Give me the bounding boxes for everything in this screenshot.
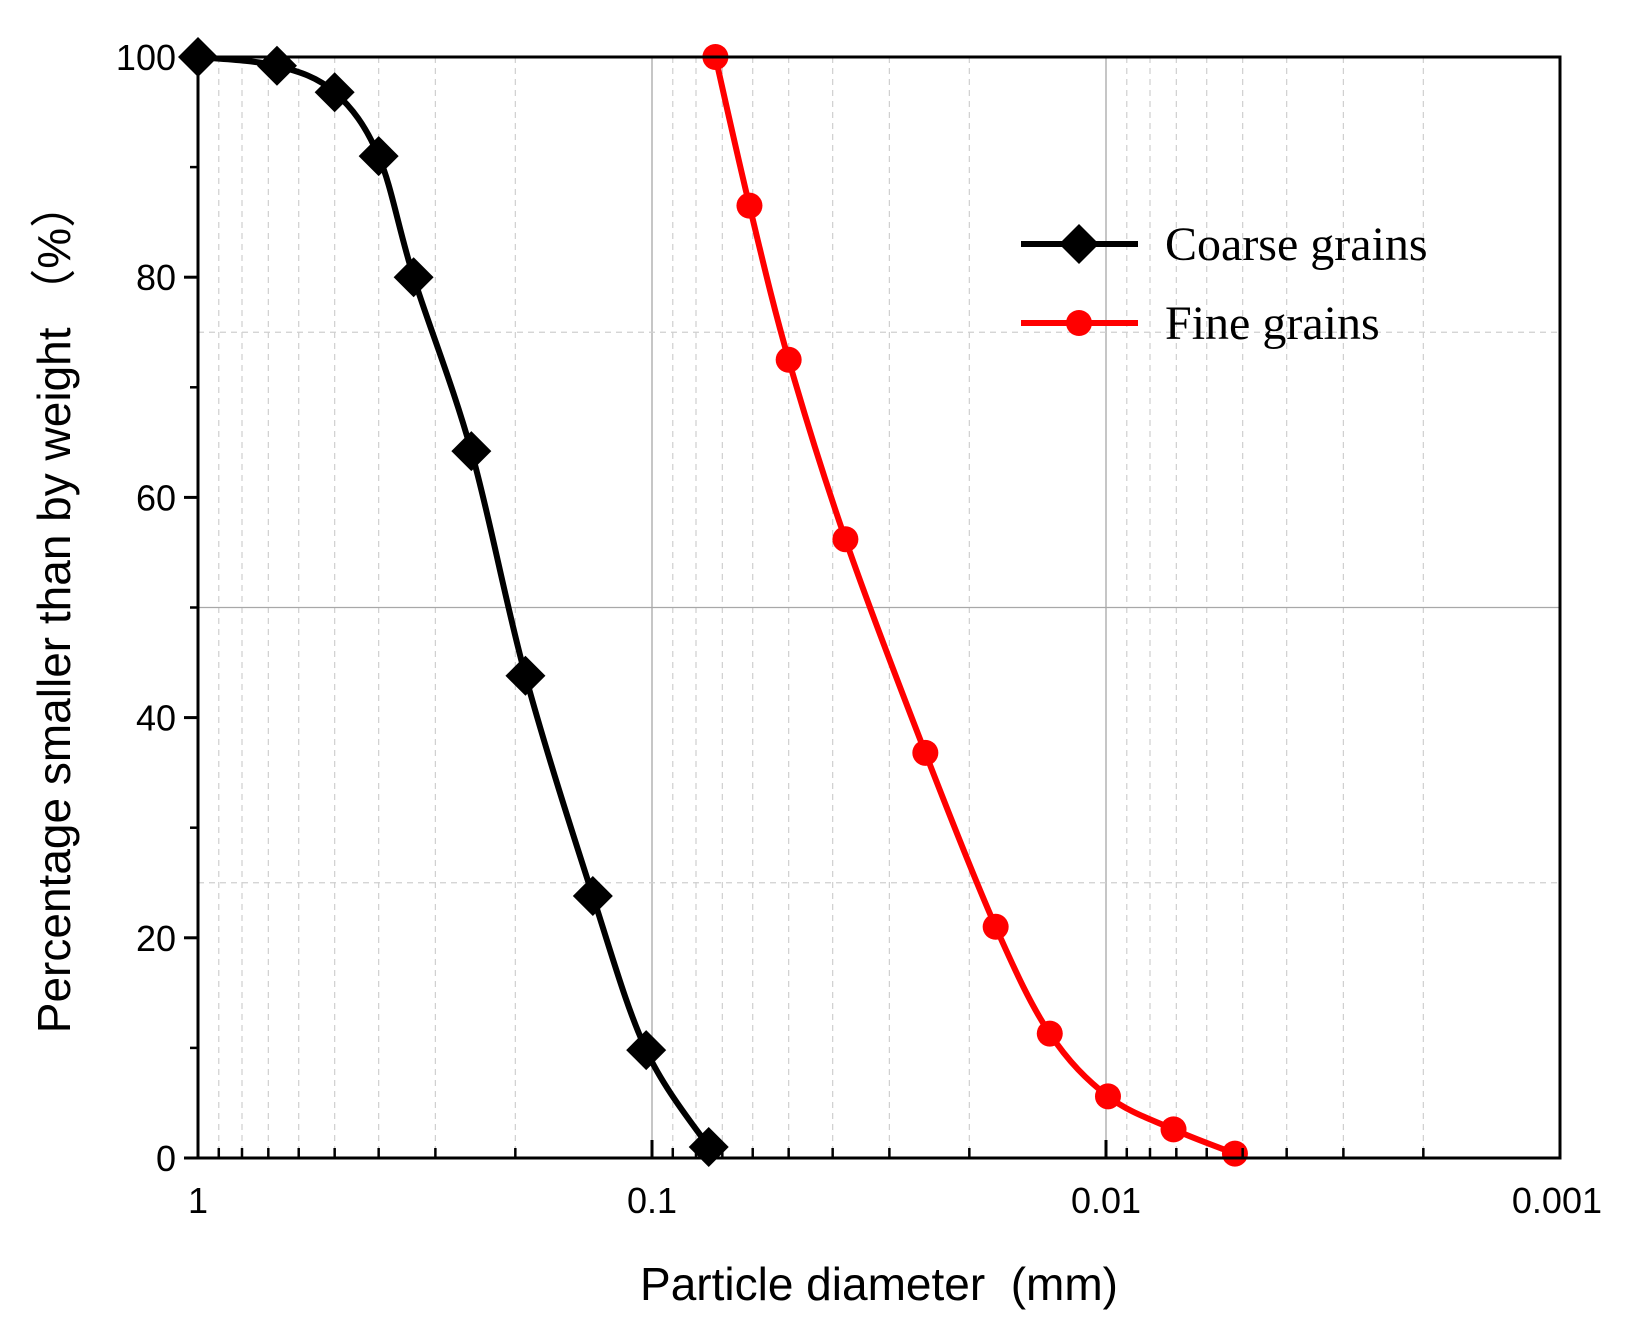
circle-marker bbox=[736, 192, 763, 219]
diamond-marker bbox=[451, 431, 492, 472]
diamond-marker bbox=[393, 257, 434, 298]
x-tick-label: 0.1 bbox=[627, 1180, 677, 1221]
x-axis-title: Particle diameter (mm) bbox=[640, 1258, 1118, 1310]
diamond-marker bbox=[505, 655, 546, 696]
y-axis-title: Percentage smaller than by weight （%） bbox=[28, 182, 80, 1033]
x-tick-label: 0.001 bbox=[1512, 1180, 1602, 1221]
y-tick-label: 0 bbox=[156, 1138, 176, 1179]
diamond-marker bbox=[572, 875, 613, 916]
legend-label: Coarse grains bbox=[1165, 218, 1428, 271]
y-tick-label: 80 bbox=[136, 257, 176, 298]
y-tick-label: 100 bbox=[116, 37, 176, 78]
diamond-marker bbox=[314, 72, 355, 113]
circle-marker bbox=[1094, 1083, 1121, 1110]
x-tick-label: 0.01 bbox=[1071, 1180, 1141, 1221]
y-tick-label: 20 bbox=[136, 918, 176, 959]
series-fine-grains bbox=[702, 44, 1248, 1167]
y-tick-label: 40 bbox=[136, 698, 176, 739]
circle-marker bbox=[1036, 1020, 1063, 1047]
y-tick-label: 60 bbox=[136, 477, 176, 518]
legend: Coarse grains Fine grains bbox=[1021, 218, 1428, 350]
circle-marker bbox=[1221, 1140, 1248, 1167]
circle-marker bbox=[982, 913, 1009, 940]
circle-marker bbox=[1160, 1116, 1187, 1143]
circle-marker bbox=[912, 739, 939, 766]
legend-entry: Fine grains bbox=[1021, 297, 1380, 350]
axis-ticks bbox=[184, 55, 1562, 1160]
circle-marker bbox=[775, 346, 802, 373]
legend-circle-marker bbox=[1066, 310, 1092, 336]
diamond-marker bbox=[626, 1030, 667, 1071]
x-tick-label: 1 bbox=[188, 1180, 208, 1221]
diamond-marker bbox=[358, 136, 399, 177]
axis-tick-labels: 1 0.1 0.01 0.001 0 20 40 60 80 100 bbox=[116, 37, 1602, 1221]
circle-marker bbox=[832, 526, 859, 553]
legend-entry: Coarse grains bbox=[1021, 218, 1428, 271]
grid-lines bbox=[198, 57, 1560, 1158]
legend-diamond-marker bbox=[1059, 224, 1099, 264]
legend-label: Fine grains bbox=[1165, 297, 1380, 350]
